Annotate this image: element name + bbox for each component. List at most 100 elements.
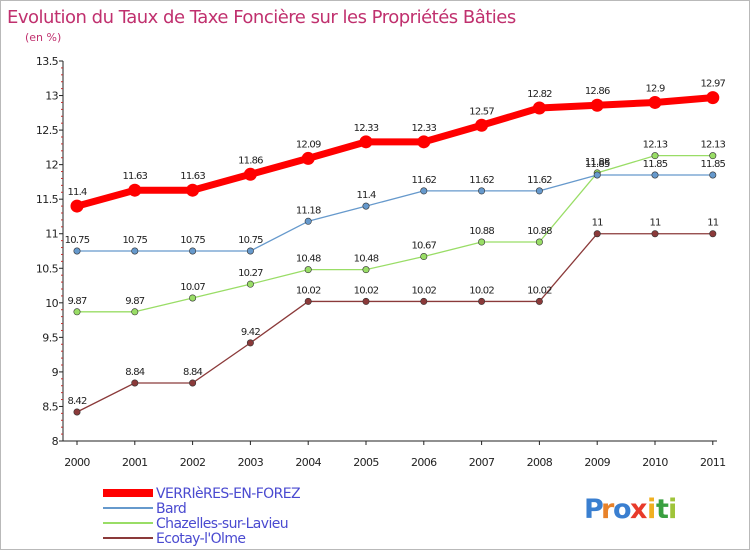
- data-label: 12.09: [296, 139, 321, 150]
- data-label: 12.57: [469, 106, 494, 117]
- data-label: 12.33: [411, 123, 436, 134]
- data-point: [420, 297, 428, 305]
- data-label: 10.75: [180, 235, 205, 246]
- data-point: [246, 247, 254, 255]
- data-label: 12.13: [643, 140, 668, 151]
- data-point: [246, 280, 254, 288]
- data-label: 12.82: [527, 89, 552, 100]
- data-point: [301, 151, 315, 165]
- data-point: [706, 91, 720, 105]
- x-tick-label: 2010: [642, 456, 668, 469]
- data-point: [590, 98, 604, 112]
- data-point: [535, 187, 543, 195]
- data-point: [186, 183, 200, 197]
- logo-letter: r: [601, 494, 615, 525]
- y-tick-label: 12.5: [36, 124, 59, 137]
- x-tick-label: 2004: [295, 456, 321, 469]
- data-point: [131, 308, 139, 316]
- data-label: 12.33: [354, 123, 379, 134]
- data-label: 11: [592, 218, 604, 229]
- legend-label: VERRIèRES-EN-FOREZ: [156, 486, 300, 502]
- data-label: 10.67: [411, 241, 436, 252]
- y-tick-label: 8: [52, 435, 59, 448]
- data-point: [478, 297, 486, 305]
- data-point: [246, 339, 254, 347]
- data-label: 11.63: [122, 171, 147, 182]
- data-label: 10.07: [180, 282, 205, 293]
- data-label: 9.42: [241, 327, 261, 338]
- data-point: [593, 230, 601, 238]
- data-point: [532, 101, 546, 115]
- legend-label: Chazelles-sur-Lavieu: [156, 516, 288, 532]
- data-point: [651, 230, 659, 238]
- logo-letter: t: [656, 494, 669, 525]
- x-tick-label: 2011: [700, 456, 726, 469]
- logo-letter: x: [630, 494, 647, 525]
- data-point: [362, 202, 370, 210]
- data-point: [70, 199, 84, 213]
- data-point: [651, 152, 659, 160]
- data-label: 11.85: [700, 159, 725, 170]
- y-tick-label: 9.5: [42, 331, 58, 344]
- y-tick-label: 11.5: [36, 193, 59, 206]
- logo-letter: i: [668, 494, 677, 525]
- data-label: 11.85: [585, 159, 610, 170]
- axes: 8 8.5 9 9.5 10 10.5 11 11.5 12 12.5 13 13.5 2000 2001…: [36, 55, 726, 469]
- data-point: [359, 135, 373, 149]
- series-line-1: [77, 174, 713, 252]
- chart-subtitle: (en %): [25, 31, 61, 44]
- x-tick-label: 2002: [180, 456, 206, 469]
- data-label: 10.02: [469, 285, 494, 296]
- data-label: 10.48: [354, 254, 379, 265]
- data-label: 11: [649, 218, 661, 229]
- x-tick-label: 2008: [527, 456, 553, 469]
- data-point: [535, 238, 543, 246]
- data-label: 11.18: [296, 205, 321, 216]
- data-label: 11.88: [585, 157, 610, 168]
- data-point: [709, 152, 717, 160]
- data-point: [304, 217, 312, 225]
- x-tick-label: 2001: [122, 456, 148, 469]
- x-tick-label: 2006: [411, 456, 437, 469]
- x-tick-label: 2009: [584, 456, 610, 469]
- y-tick-label: 8.5: [42, 400, 58, 413]
- legend-label: Ecotay-l'Olme: [156, 531, 245, 547]
- data-label: 9.87: [67, 296, 87, 307]
- data-label: 11: [707, 218, 719, 229]
- data-label: 10.88: [527, 226, 552, 237]
- data-point: [478, 187, 486, 195]
- x-tick-label: 2003: [238, 456, 264, 469]
- data-point: [593, 171, 601, 179]
- y-tick-label: 13: [45, 90, 58, 103]
- data-point: [362, 266, 370, 274]
- data-point: [304, 297, 312, 305]
- data-point: [73, 247, 81, 255]
- x-tick-label: 2005: [353, 456, 379, 469]
- data-point: [709, 171, 717, 179]
- data-point: [189, 294, 197, 302]
- legend-label: Bard: [156, 501, 186, 517]
- y-tick-label: 13.5: [36, 55, 59, 68]
- data-label: 11.62: [469, 175, 494, 186]
- data-point: [73, 308, 81, 316]
- series-line-3: [76, 233, 713, 413]
- data-point: [189, 247, 197, 255]
- data-label: 12.9: [645, 83, 665, 94]
- x-tick-label: 2007: [469, 456, 495, 469]
- data-label: 10.75: [122, 235, 147, 246]
- y-tick-label: 10: [45, 297, 58, 310]
- data-point: [243, 167, 257, 181]
- data-label: 8.42: [67, 396, 87, 407]
- data-label: 10.48: [296, 254, 321, 265]
- x-tick-label: 2000: [64, 456, 90, 469]
- data-label: 10.02: [296, 285, 321, 296]
- data-point: [648, 95, 662, 109]
- data-point: [131, 379, 139, 387]
- data-label: 10.75: [65, 235, 90, 246]
- data-label: 10.88: [469, 226, 494, 237]
- data-label: 11.62: [411, 175, 436, 186]
- data-label: 8.84: [125, 367, 145, 378]
- data-point: [189, 379, 197, 387]
